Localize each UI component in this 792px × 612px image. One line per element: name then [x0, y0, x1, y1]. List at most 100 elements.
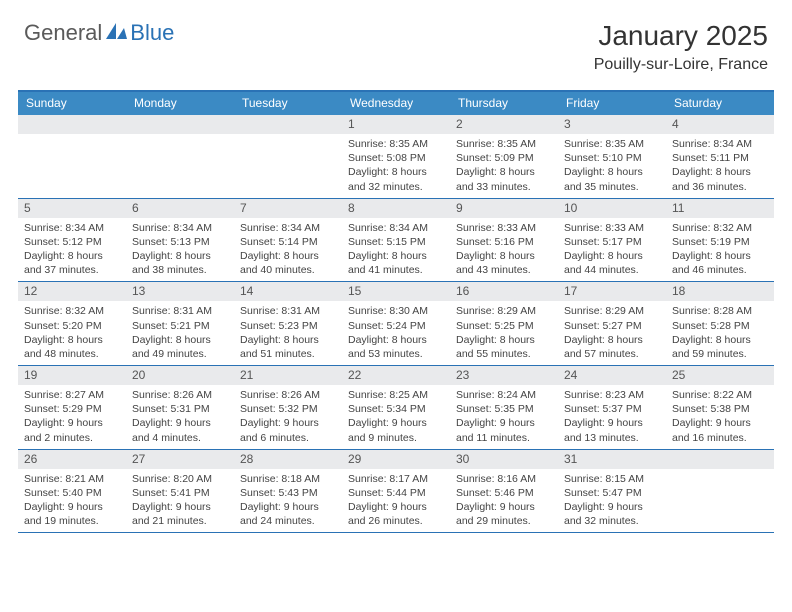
sunset-text: Sunset: 5:43 PM — [240, 486, 336, 500]
day-cell: 23Sunrise: 8:24 AMSunset: 5:35 PMDayligh… — [450, 366, 558, 449]
week-row: 12Sunrise: 8:32 AMSunset: 5:20 PMDayligh… — [18, 282, 774, 366]
sunrise-text: Sunrise: 8:32 AM — [672, 221, 768, 235]
daylight-text: Daylight: 9 hours and 13 minutes. — [564, 416, 660, 444]
day-body: Sunrise: 8:25 AMSunset: 5:34 PMDaylight:… — [342, 385, 450, 449]
daylight-text: Daylight: 9 hours and 9 minutes. — [348, 416, 444, 444]
day-body: Sunrise: 8:30 AMSunset: 5:24 PMDaylight:… — [342, 301, 450, 365]
sunset-text: Sunset: 5:15 PM — [348, 235, 444, 249]
day-cell: 14Sunrise: 8:31 AMSunset: 5:23 PMDayligh… — [234, 282, 342, 365]
day-body: Sunrise: 8:29 AMSunset: 5:27 PMDaylight:… — [558, 301, 666, 365]
day-cell: 20Sunrise: 8:26 AMSunset: 5:31 PMDayligh… — [126, 366, 234, 449]
day-number: 1 — [342, 115, 450, 134]
day-cell: 10Sunrise: 8:33 AMSunset: 5:17 PMDayligh… — [558, 199, 666, 282]
day-number: 4 — [666, 115, 774, 134]
day-header-row: SundayMondayTuesdayWednesdayThursdayFrid… — [18, 92, 774, 115]
logo: General Blue — [24, 20, 174, 46]
day-body: Sunrise: 8:35 AMSunset: 5:08 PMDaylight:… — [342, 134, 450, 198]
sunrise-text: Sunrise: 8:29 AM — [456, 304, 552, 318]
day-number: 12 — [18, 282, 126, 301]
day-body: Sunrise: 8:35 AMSunset: 5:09 PMDaylight:… — [450, 134, 558, 198]
daylight-text: Daylight: 8 hours and 43 minutes. — [456, 249, 552, 277]
sunrise-text: Sunrise: 8:24 AM — [456, 388, 552, 402]
sunrise-text: Sunrise: 8:30 AM — [348, 304, 444, 318]
day-cell: 31Sunrise: 8:15 AMSunset: 5:47 PMDayligh… — [558, 450, 666, 533]
day-number: 21 — [234, 366, 342, 385]
sunrise-text: Sunrise: 8:16 AM — [456, 472, 552, 486]
day-cell — [666, 450, 774, 533]
daylight-text: Daylight: 9 hours and 16 minutes. — [672, 416, 768, 444]
sunset-text: Sunset: 5:12 PM — [24, 235, 120, 249]
sunset-text: Sunset: 5:16 PM — [456, 235, 552, 249]
sunrise-text: Sunrise: 8:18 AM — [240, 472, 336, 486]
daylight-text: Daylight: 8 hours and 55 minutes. — [456, 333, 552, 361]
daylight-text: Daylight: 8 hours and 57 minutes. — [564, 333, 660, 361]
sunset-text: Sunset: 5:24 PM — [348, 319, 444, 333]
day-body: Sunrise: 8:31 AMSunset: 5:21 PMDaylight:… — [126, 301, 234, 365]
day-body: Sunrise: 8:31 AMSunset: 5:23 PMDaylight:… — [234, 301, 342, 365]
day-header: Wednesday — [342, 92, 450, 115]
day-cell: 3Sunrise: 8:35 AMSunset: 5:10 PMDaylight… — [558, 115, 666, 198]
day-number: 28 — [234, 450, 342, 469]
week-row: 5Sunrise: 8:34 AMSunset: 5:12 PMDaylight… — [18, 199, 774, 283]
day-cell — [18, 115, 126, 198]
day-body: Sunrise: 8:16 AMSunset: 5:46 PMDaylight:… — [450, 469, 558, 533]
sunset-text: Sunset: 5:10 PM — [564, 151, 660, 165]
week-row: 26Sunrise: 8:21 AMSunset: 5:40 PMDayligh… — [18, 450, 774, 534]
day-body: Sunrise: 8:32 AMSunset: 5:19 PMDaylight:… — [666, 218, 774, 282]
daylight-text: Daylight: 9 hours and 4 minutes. — [132, 416, 228, 444]
sunrise-text: Sunrise: 8:28 AM — [672, 304, 768, 318]
sunset-text: Sunset: 5:41 PM — [132, 486, 228, 500]
day-number: 23 — [450, 366, 558, 385]
day-number: 25 — [666, 366, 774, 385]
sunrise-text: Sunrise: 8:34 AM — [24, 221, 120, 235]
daylight-text: Daylight: 8 hours and 49 minutes. — [132, 333, 228, 361]
day-number: 8 — [342, 199, 450, 218]
day-number — [234, 115, 342, 134]
daylight-text: Daylight: 8 hours and 59 minutes. — [672, 333, 768, 361]
day-number: 29 — [342, 450, 450, 469]
day-cell: 28Sunrise: 8:18 AMSunset: 5:43 PMDayligh… — [234, 450, 342, 533]
sunrise-text: Sunrise: 8:17 AM — [348, 472, 444, 486]
day-header: Monday — [126, 92, 234, 115]
sunrise-text: Sunrise: 8:23 AM — [564, 388, 660, 402]
sunrise-text: Sunrise: 8:31 AM — [132, 304, 228, 318]
daylight-text: Daylight: 8 hours and 32 minutes. — [348, 165, 444, 193]
sunrise-text: Sunrise: 8:31 AM — [240, 304, 336, 318]
day-body: Sunrise: 8:21 AMSunset: 5:40 PMDaylight:… — [18, 469, 126, 533]
sunset-text: Sunset: 5:14 PM — [240, 235, 336, 249]
weeks-container: 1Sunrise: 8:35 AMSunset: 5:08 PMDaylight… — [18, 115, 774, 533]
day-number: 10 — [558, 199, 666, 218]
day-cell: 17Sunrise: 8:29 AMSunset: 5:27 PMDayligh… — [558, 282, 666, 365]
day-cell: 5Sunrise: 8:34 AMSunset: 5:12 PMDaylight… — [18, 199, 126, 282]
day-cell — [126, 115, 234, 198]
day-body: Sunrise: 8:23 AMSunset: 5:37 PMDaylight:… — [558, 385, 666, 449]
day-cell: 29Sunrise: 8:17 AMSunset: 5:44 PMDayligh… — [342, 450, 450, 533]
day-cell: 6Sunrise: 8:34 AMSunset: 5:13 PMDaylight… — [126, 199, 234, 282]
day-body: Sunrise: 8:24 AMSunset: 5:35 PMDaylight:… — [450, 385, 558, 449]
sunset-text: Sunset: 5:13 PM — [132, 235, 228, 249]
day-body: Sunrise: 8:20 AMSunset: 5:41 PMDaylight:… — [126, 469, 234, 533]
sunset-text: Sunset: 5:47 PM — [564, 486, 660, 500]
week-row: 19Sunrise: 8:27 AMSunset: 5:29 PMDayligh… — [18, 366, 774, 450]
daylight-text: Daylight: 8 hours and 48 minutes. — [24, 333, 120, 361]
day-cell: 13Sunrise: 8:31 AMSunset: 5:21 PMDayligh… — [126, 282, 234, 365]
day-body: Sunrise: 8:26 AMSunset: 5:31 PMDaylight:… — [126, 385, 234, 449]
day-cell: 22Sunrise: 8:25 AMSunset: 5:34 PMDayligh… — [342, 366, 450, 449]
day-number: 24 — [558, 366, 666, 385]
sunset-text: Sunset: 5:21 PM — [132, 319, 228, 333]
sunrise-text: Sunrise: 8:33 AM — [564, 221, 660, 235]
daylight-text: Daylight: 8 hours and 36 minutes. — [672, 165, 768, 193]
sunset-text: Sunset: 5:23 PM — [240, 319, 336, 333]
daylight-text: Daylight: 9 hours and 29 minutes. — [456, 500, 552, 528]
day-cell: 12Sunrise: 8:32 AMSunset: 5:20 PMDayligh… — [18, 282, 126, 365]
day-cell: 15Sunrise: 8:30 AMSunset: 5:24 PMDayligh… — [342, 282, 450, 365]
day-body: Sunrise: 8:33 AMSunset: 5:16 PMDaylight:… — [450, 218, 558, 282]
sunset-text: Sunset: 5:11 PM — [672, 151, 768, 165]
day-cell: 1Sunrise: 8:35 AMSunset: 5:08 PMDaylight… — [342, 115, 450, 198]
day-header: Friday — [558, 92, 666, 115]
day-body: Sunrise: 8:34 AMSunset: 5:15 PMDaylight:… — [342, 218, 450, 282]
daylight-text: Daylight: 9 hours and 6 minutes. — [240, 416, 336, 444]
header: General Blue January 2025 Pouilly-sur-Lo… — [0, 0, 792, 82]
month-title: January 2025 — [594, 20, 768, 52]
day-number: 18 — [666, 282, 774, 301]
